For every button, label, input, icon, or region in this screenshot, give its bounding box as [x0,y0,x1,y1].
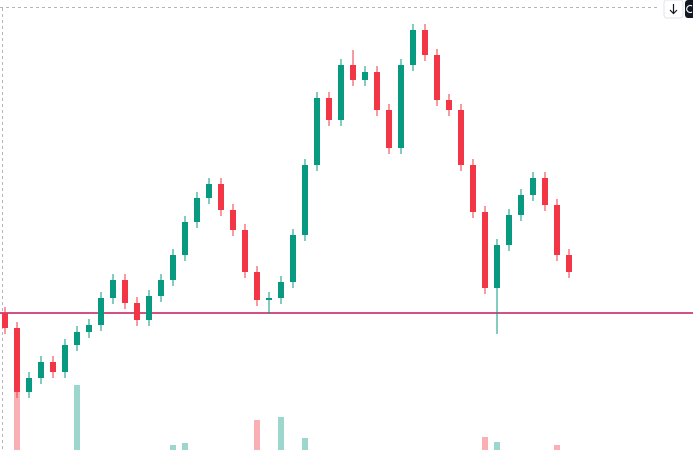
candle-body [26,378,32,392]
settings-button[interactable] [685,0,693,18]
candle-body [266,298,272,300]
candle-body [374,72,380,110]
candle-body [194,198,200,222]
candle-body [506,215,512,245]
candle-body [218,184,224,210]
candle-body [350,65,356,80]
candle-body [290,235,296,282]
candle-body [410,30,416,65]
candle-body [494,245,500,288]
candle-body [254,272,260,300]
candle-body [422,30,428,55]
candle-body [398,65,404,148]
candle-body [182,222,188,255]
candle-body [50,362,56,372]
plot [0,24,693,450]
candle-body [158,280,164,296]
candle-body [530,178,536,195]
volume-bar [182,443,188,450]
candle-body [62,345,68,372]
candle-body [170,255,176,280]
candle-body [434,55,440,100]
candle-body [542,178,548,205]
volume-bar [554,445,560,450]
candle-body [230,210,236,230]
candle-body [14,328,20,392]
candle-body [146,296,152,320]
candle-body [74,332,80,345]
candle-body [446,100,452,110]
candle-body [134,303,140,320]
candle-body [302,165,308,235]
volume-bar [494,442,500,450]
volume-bar [254,420,260,450]
volume-bar [14,385,20,450]
volume-bar [302,438,308,450]
volume-bar [482,437,488,450]
candle-body [242,230,248,272]
candle-body [2,313,8,328]
candle-body [326,98,332,120]
scroll-button[interactable] [663,0,684,19]
candle-body [458,110,464,165]
candle-body [482,212,488,288]
volume-bar [278,417,284,450]
candle-body [278,282,284,298]
candle-body [122,280,128,303]
candle-body [314,98,320,165]
candle-body [518,195,524,215]
candle-body [470,165,476,212]
candle-body [206,184,212,198]
volume-bar [74,385,80,450]
candle-body [98,298,104,325]
candle-body [566,255,572,272]
candle-body [554,205,560,255]
candle-body [362,72,368,80]
candle-body [86,325,92,332]
volume-bar [170,445,176,450]
candle-body [110,280,116,298]
candle-body [38,362,44,378]
candle-body [386,110,392,148]
candle-body [338,65,344,120]
